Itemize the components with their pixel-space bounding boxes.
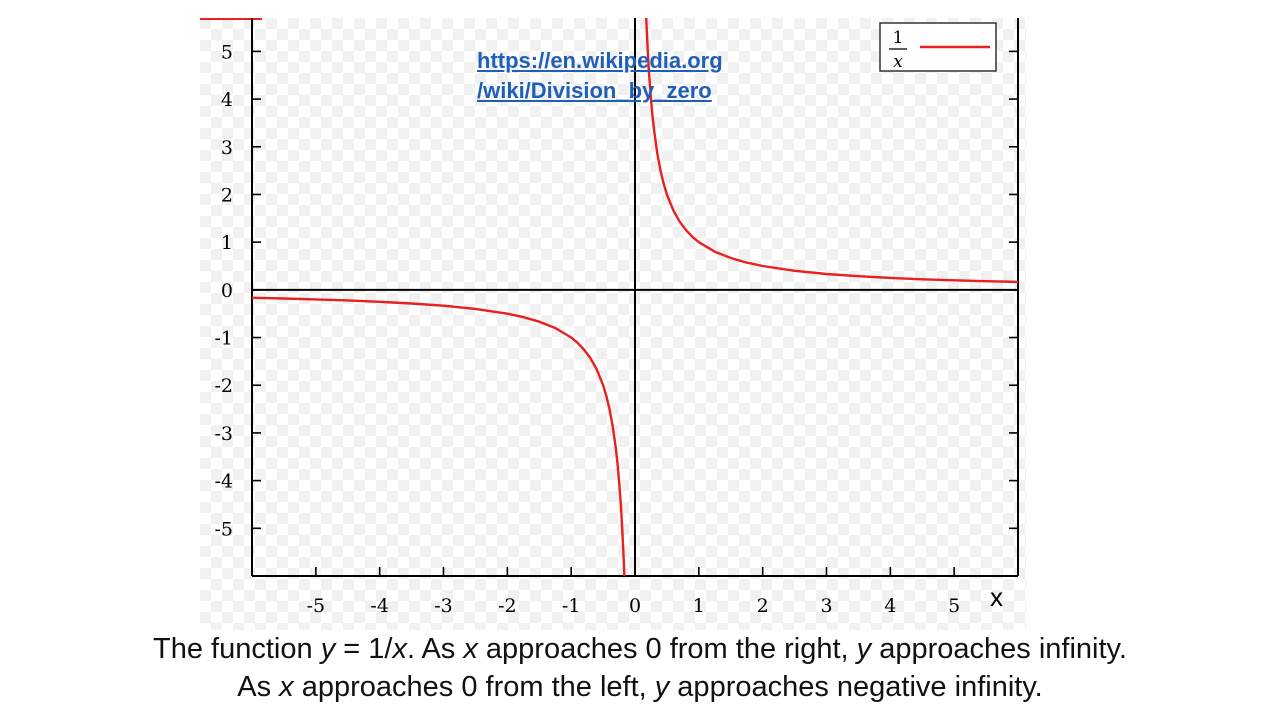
y-tick-label: 3 — [221, 137, 233, 159]
x-tick-label: 1 — [693, 595, 705, 617]
chart-background — [200, 18, 1026, 630]
caption: The function y = 1/x. As x approaches 0 … — [0, 630, 1280, 706]
caption-text: approaches infinity. — [871, 633, 1127, 665]
caption-text: = 1/ — [335, 633, 393, 665]
y-tick-label: 0 — [221, 280, 233, 302]
source-link-line-2[interactable]: /wiki/Division_by_zero — [477, 78, 712, 103]
y-tick-label: 1 — [221, 232, 233, 254]
source-link[interactable]: https://en.wikipedia.org /wiki/Division_… — [477, 46, 723, 106]
caption-text: approaches negative infinity. — [669, 671, 1043, 703]
y-tick-label: -1 — [214, 328, 233, 350]
caption-text: x — [392, 633, 407, 665]
curve-branch-negative — [252, 296, 626, 576]
x-tick-label: -4 — [370, 595, 389, 617]
x-tick-label: 4 — [884, 595, 896, 617]
legend-denominator: x — [893, 52, 903, 72]
source-link-line-1[interactable]: https://en.wikipedia.org — [477, 48, 723, 73]
caption-text: approaches 0 from the left, — [293, 671, 655, 703]
top-left-accent — [200, 18, 262, 20]
y-tick-label: 2 — [221, 184, 233, 206]
caption-line-2: As x approaches 0 from the left, y appro… — [0, 668, 1280, 706]
caption-text: x — [463, 633, 478, 665]
caption-text: The function — [153, 633, 321, 665]
chart: -5 -4 -3 -2 -1 0 1 2 3 4 5 5 4 3 2 1 0 -1 -2 -3 -4 -5 1 x http… — [200, 18, 1026, 630]
caption-line-1: The function y = 1/x. As x approaches 0 … — [0, 630, 1280, 668]
curve-branch-positive — [645, 18, 1018, 284]
x-tick-label: -3 — [434, 595, 453, 617]
caption-text: As — [237, 671, 280, 703]
caption-text: x — [279, 671, 294, 703]
x-tick-label: 3 — [820, 595, 832, 617]
caption-text: y — [654, 671, 670, 703]
x-tick-label: 0 — [629, 595, 641, 617]
legend-numerator: 1 — [893, 28, 904, 48]
x-tick-label: 5 — [948, 595, 960, 617]
y-tick-label: 4 — [221, 89, 233, 111]
y-tick-label: -2 — [214, 375, 233, 397]
caption-text: approaches 0 from the right, — [477, 633, 857, 665]
y-tick-label: 5 — [221, 41, 233, 63]
y-tick-label: -3 — [214, 423, 233, 445]
x-tick-label: 2 — [757, 595, 769, 617]
x-tick-label: -1 — [562, 595, 581, 617]
caption-text: . As — [406, 633, 464, 665]
y-tick-label: -5 — [214, 518, 233, 540]
chart-svg: -5 -4 -3 -2 -1 0 1 2 3 4 5 5 4 3 2 1 0 -1 -2 -3 -4 -5 1 x — [200, 18, 1026, 630]
caption-text: y — [320, 633, 336, 665]
caption-text: y — [856, 633, 872, 665]
y-tick-label: -4 — [214, 471, 233, 493]
x-tick-label: -2 — [498, 595, 517, 617]
x-axis-letter: x — [990, 582, 1003, 612]
x-tick-label: -5 — [307, 595, 326, 617]
